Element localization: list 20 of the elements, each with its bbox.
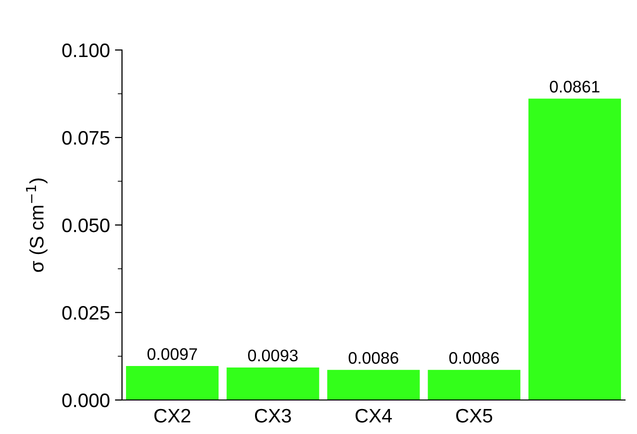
bar xyxy=(126,366,219,400)
data-label: 0.0861 xyxy=(550,80,600,93)
y-axis-title: σ (S cm$^{−1}$) xyxy=(26,178,48,272)
data-label: 0.0097 xyxy=(147,348,197,360)
data-label: 0.0086 xyxy=(348,352,398,364)
x-tick-label: CX3 xyxy=(254,408,291,423)
y-tick-label: 0.050 xyxy=(62,218,110,232)
y-tick-label: 0.000 xyxy=(62,393,110,408)
bar xyxy=(528,98,621,400)
bar xyxy=(226,367,320,400)
y-tick-label: 0.025 xyxy=(62,306,110,320)
y-tick-label: 0.075 xyxy=(62,130,110,145)
data-label: 0.0093 xyxy=(248,350,298,362)
x-tick-label: CX5 xyxy=(456,408,492,423)
bar xyxy=(327,370,420,400)
x-tick-label: CX4 xyxy=(356,408,392,423)
data-label: 0.0086 xyxy=(449,352,499,364)
y-tick-label: 0.100 xyxy=(62,43,110,58)
x-tick-label: CX2 xyxy=(154,408,190,423)
bar xyxy=(428,370,520,400)
